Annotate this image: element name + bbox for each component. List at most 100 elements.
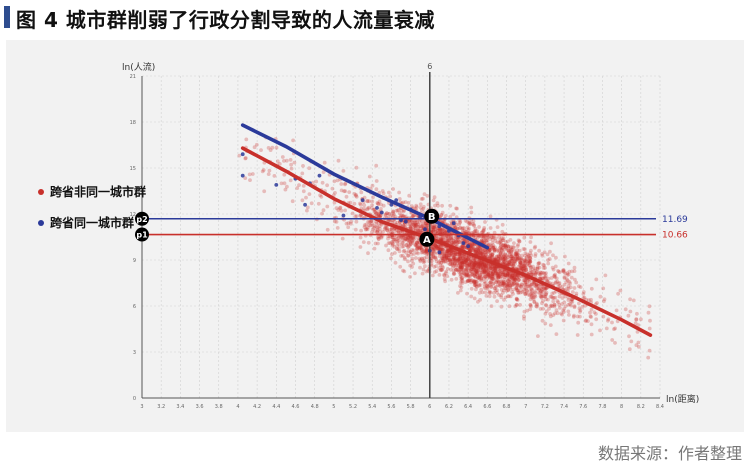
- red-scatter-point: [483, 238, 488, 243]
- red-scatter-point: [244, 137, 249, 142]
- red-scatter-point: [314, 179, 319, 184]
- red-scatter-point: [488, 214, 493, 219]
- red-scatter-point: [474, 272, 479, 276]
- red-scatter-point: [460, 277, 465, 282]
- red-scatter-point: [457, 262, 462, 266]
- red-scatter-point: [473, 270, 478, 275]
- red-scatter-point: [498, 256, 503, 261]
- red-scatter-point: [514, 286, 519, 291]
- red-scatter-point: [483, 264, 488, 269]
- red-scatter-point: [416, 228, 421, 233]
- x-tick-label: 5.2: [349, 404, 357, 410]
- red-scatter-point: [478, 298, 482, 302]
- red-scatter-point: [454, 267, 458, 272]
- red-scatter-point: [510, 274, 515, 278]
- red-scatter-point: [516, 277, 521, 282]
- red-scatter-point: [459, 260, 464, 265]
- red-scatter-point: [374, 211, 378, 216]
- red-scatter-point: [547, 306, 551, 311]
- red-scatter-point: [475, 251, 480, 256]
- x-tick-label: 3.6: [196, 404, 204, 410]
- red-scatter-point: [340, 236, 345, 241]
- intersection-point-label: B: [428, 212, 436, 223]
- red-scatter-point: [401, 209, 406, 214]
- red-scatter-point: [411, 237, 416, 242]
- red-scatter-point: [530, 288, 534, 293]
- red-scatter-point: [471, 234, 476, 239]
- red-scatter-point: [445, 238, 449, 243]
- red-scatter-point: [430, 225, 435, 230]
- red-scatter-point: [377, 224, 382, 229]
- red-scatter-point: [432, 247, 437, 252]
- red-scatter-point: [464, 239, 469, 244]
- x-tick-label: 7: [524, 404, 527, 410]
- red-scatter-point: [404, 237, 408, 242]
- blue-scatter-point: [303, 202, 307, 207]
- red-scatter-point: [495, 254, 499, 259]
- red-scatter-point: [557, 281, 562, 285]
- red-scatter-point: [447, 250, 451, 255]
- red-scatter-point: [477, 273, 482, 278]
- red-scatter-point: [289, 166, 294, 171]
- red-scatter-point: [359, 214, 364, 219]
- red-scatter-point: [528, 251, 533, 256]
- red-scatter-point: [460, 226, 465, 231]
- red-scatter-point: [471, 268, 476, 272]
- red-scatter-point: [377, 213, 381, 218]
- red-scatter-point: [610, 338, 615, 342]
- red-scatter-point: [560, 285, 564, 289]
- red-scatter-point: [471, 245, 475, 250]
- red-scatter-point: [418, 205, 423, 210]
- red-scatter-point: [491, 243, 496, 248]
- red-scatter-point: [430, 273, 435, 278]
- red-scatter-point: [468, 260, 473, 265]
- red-scatter-point: [433, 251, 437, 256]
- red-scatter-point: [408, 226, 413, 231]
- red-scatter-point: [354, 193, 358, 198]
- red-scatter-point: [391, 209, 395, 214]
- red-scatter-point: [574, 280, 579, 285]
- red-scatter-point: [500, 229, 505, 234]
- red-scatter-point: [341, 169, 346, 173]
- red-scatter-point: [497, 267, 502, 272]
- red-scatter-point: [507, 277, 512, 282]
- y-tick-label: 15: [130, 166, 136, 172]
- red-scatter-point: [332, 200, 337, 205]
- red-scatter-point: [533, 254, 538, 258]
- red-scatter-point: [465, 266, 470, 271]
- red-scatter-point: [434, 244, 438, 249]
- red-scatter-point: [490, 272, 494, 277]
- red-scatter-point: [580, 304, 585, 309]
- red-scatter-point: [430, 259, 434, 263]
- red-scatter-point: [523, 282, 528, 287]
- red-scatter-point: [417, 256, 422, 261]
- red-scatter-point: [451, 271, 456, 275]
- red-scatter-point: [502, 281, 506, 286]
- red-scatter-point: [447, 258, 452, 263]
- red-scatter-point: [452, 258, 456, 262]
- red-scatter-point: [498, 251, 503, 256]
- red-scatter-point: [483, 286, 487, 291]
- red-scatter-point: [462, 262, 466, 267]
- red-scatter-point: [432, 270, 437, 274]
- red-scatter-point: [477, 275, 482, 280]
- red-scatter-point: [506, 249, 511, 253]
- red-scatter-point: [527, 279, 532, 284]
- red-scatter-point: [500, 272, 505, 277]
- red-scatter-point: [406, 249, 411, 253]
- red-scatter-point: [513, 254, 518, 258]
- red-scatter-point: [488, 237, 492, 242]
- red-scatter-point: [589, 286, 594, 291]
- red-scatter-point: [458, 255, 463, 260]
- red-scatter-point: [482, 282, 487, 286]
- red-scatter-point: [473, 247, 477, 252]
- red-scatter-point: [532, 280, 537, 285]
- red-scatter-point: [392, 239, 396, 244]
- red-scatter-point: [384, 243, 388, 248]
- red-scatter-point: [504, 246, 508, 251]
- red-scatter-point: [316, 201, 321, 206]
- red-scatter-point: [431, 253, 435, 258]
- red-scatter-point: [374, 225, 379, 229]
- red-scatter-point: [589, 332, 594, 337]
- red-scatter-point: [497, 246, 502, 251]
